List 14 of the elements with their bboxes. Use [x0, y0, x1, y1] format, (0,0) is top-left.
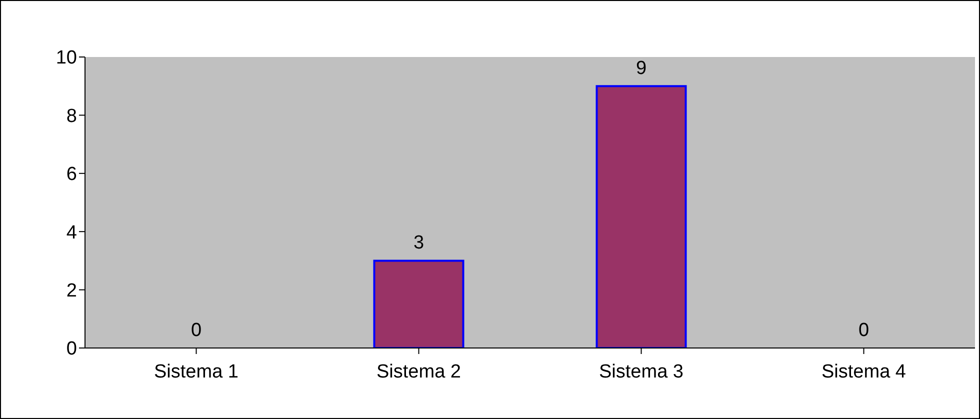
x-tick-label: Sistema 2: [376, 361, 461, 382]
y-tick-label: 6: [66, 164, 77, 186]
x-tick-label: Sistema 4: [822, 361, 906, 382]
y-tick-label: 10: [56, 48, 77, 69]
y-tick-label: 4: [66, 222, 78, 244]
x-tick-label: Sistema 3: [599, 361, 684, 382]
data-label: 0: [858, 320, 870, 341]
data-label: 3: [413, 232, 424, 254]
y-tick-label: 2: [66, 280, 77, 302]
data-label: 0: [190, 320, 202, 341]
data-label: 9: [636, 58, 647, 80]
y-tick-label: 0: [66, 338, 77, 360]
x-tick-label: Sistema 1: [154, 361, 238, 382]
y-tick-label: 8: [66, 106, 77, 127]
